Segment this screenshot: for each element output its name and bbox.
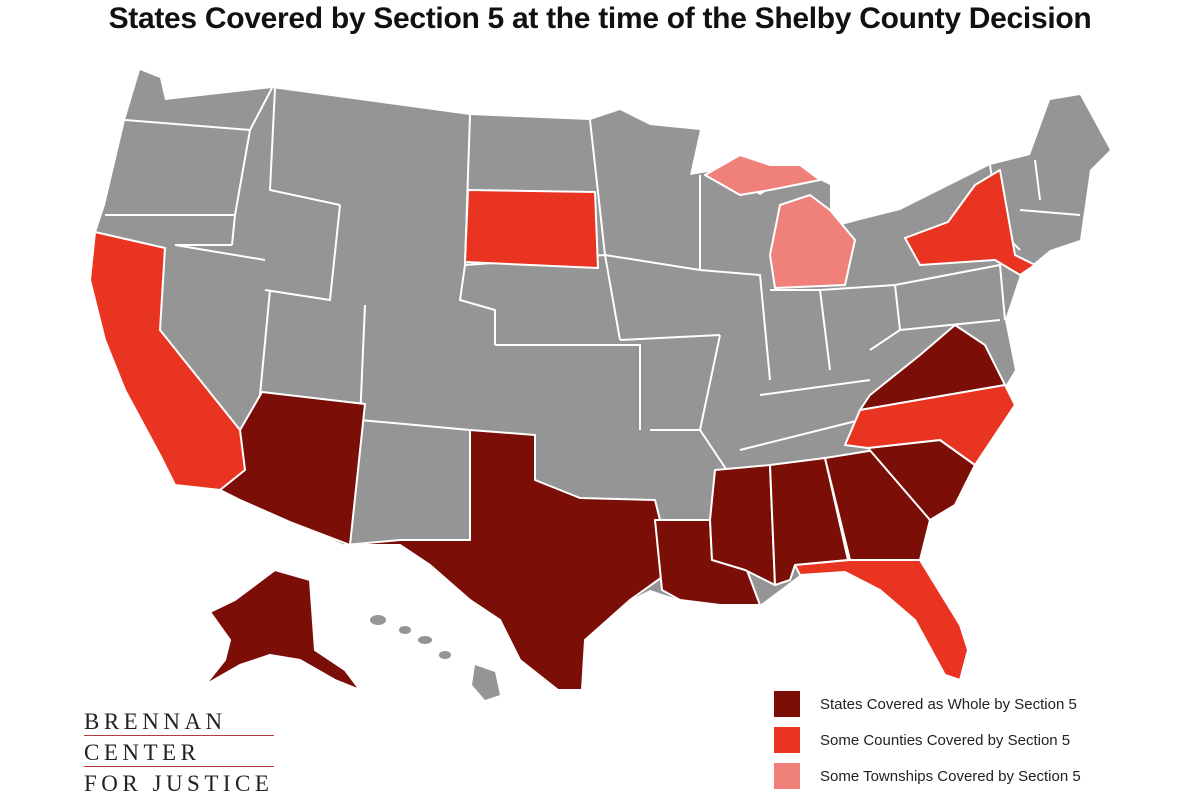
map-legend: States Covered as Whole by Section 5 Som… <box>774 690 1081 798</box>
logo-line-3: FOR JUSTICE <box>84 771 274 796</box>
logo-divider <box>84 735 274 736</box>
state-new-york <box>904 169 1036 276</box>
state-florida <box>794 559 969 681</box>
legend-label-counties: Some Counties Covered by Section 5 <box>820 731 1071 749</box>
legend-swatch-whole <box>774 691 800 717</box>
logo-line-1: BRENNAN <box>84 709 227 734</box>
state-alaska <box>204 569 361 691</box>
state-north-carolina <box>844 384 1016 466</box>
brennan-center-logo: BRENNAN CENTER FOR JUSTICE <box>84 710 280 802</box>
legend-label-townships: Some Townships Covered by Section 5 <box>820 767 1081 785</box>
legend-item-counties: Some Counties Covered by Section 5 <box>774 726 1081 754</box>
state-california <box>89 231 246 491</box>
state-hawaii <box>370 615 500 700</box>
state-georgia <box>824 449 931 561</box>
logo-divider <box>84 766 274 767</box>
legend-swatch-townships <box>774 763 800 789</box>
legend-item-townships: Some Townships Covered by Section 5 <box>774 762 1081 790</box>
map-title: States Covered by Section 5 at the time … <box>108 2 1092 35</box>
logo-line-2: CENTER <box>84 740 201 765</box>
state-south-dakota <box>464 189 599 269</box>
state-michigan-lower <box>769 194 856 289</box>
state-michigan-upper <box>704 154 821 196</box>
legend-label-whole: States Covered as Whole by Section 5 <box>820 695 1077 713</box>
state-texas <box>344 429 666 691</box>
legend-swatch-counties <box>774 727 800 753</box>
legend-item-whole: States Covered as Whole by Section 5 <box>774 690 1081 718</box>
